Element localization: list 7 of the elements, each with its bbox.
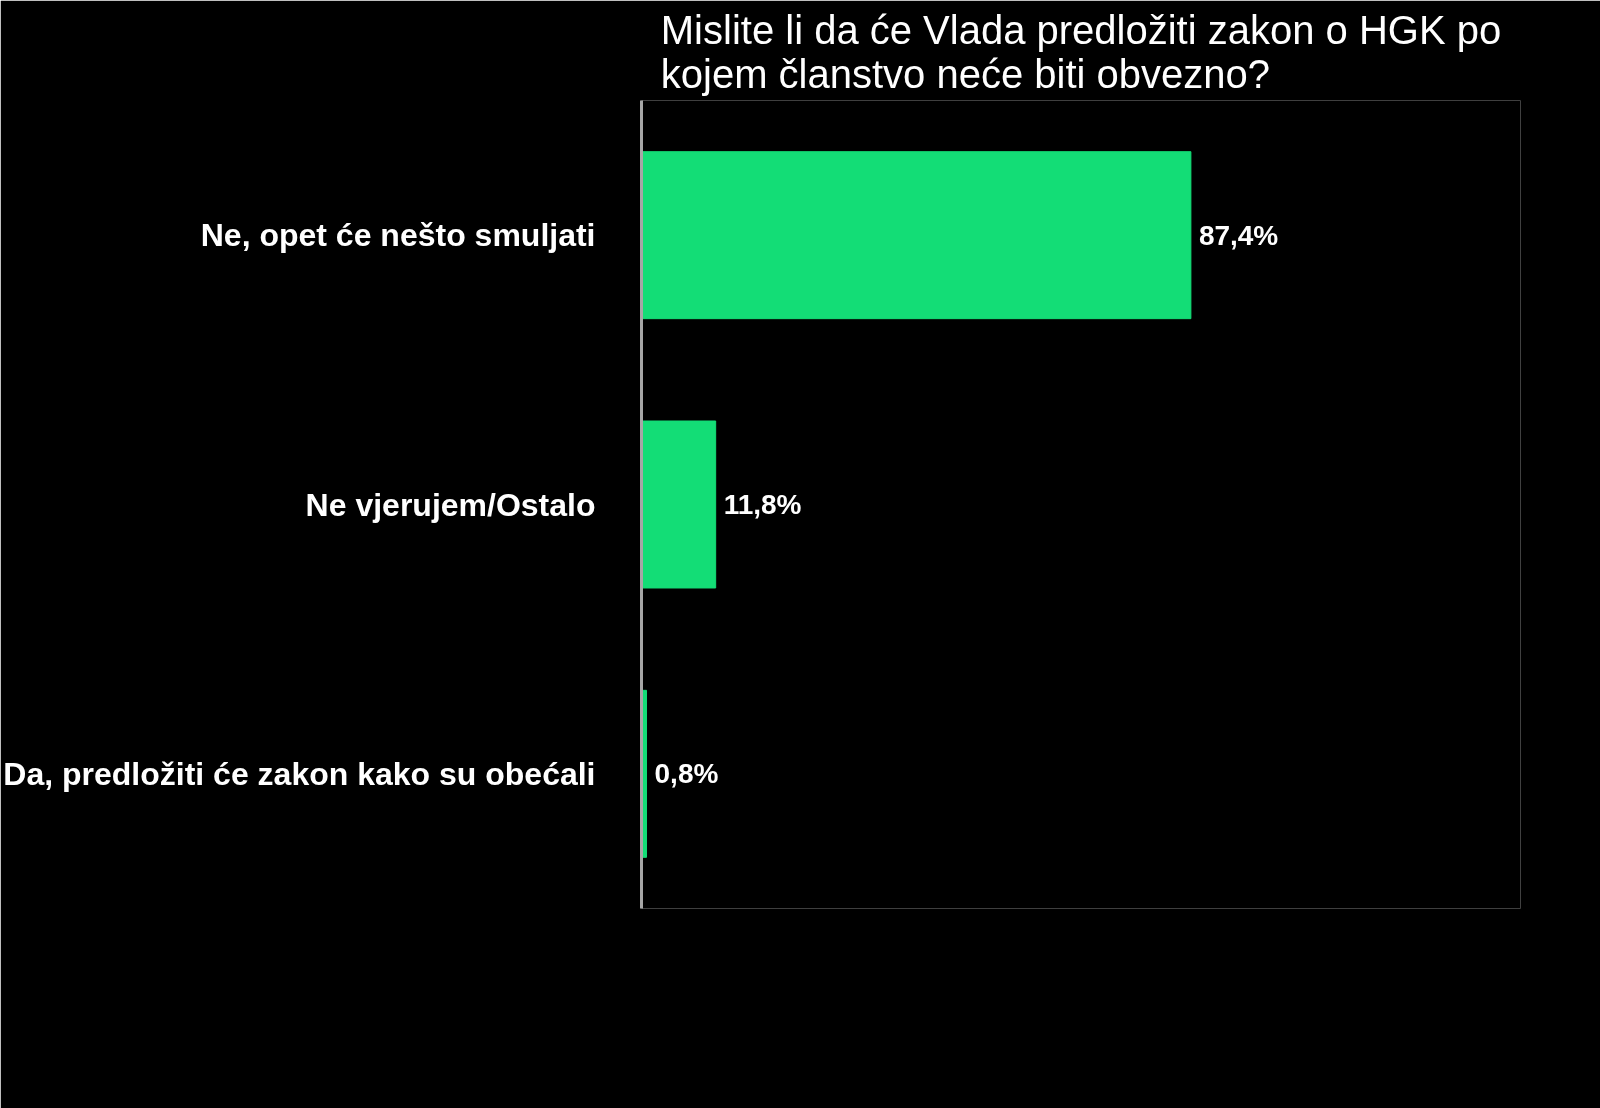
- y-tick-label: Ne vjerujem/Ostalo: [305, 486, 596, 523]
- data-label: 0,8%: [654, 758, 719, 790]
- data-label: 11,8%: [723, 489, 802, 520]
- data-label: 87,4%: [1198, 219, 1279, 251]
- y-tick-label: Ne, opet će nešto smuljati: [200, 217, 596, 254]
- y-tick-label: Da, predložiti će zakon kako su obećali: [3, 755, 596, 792]
- chart-title: Mislite li da će Vlada predložiti zakon o HGK po kojem članstvo neće biti obvezno?: [660, 7, 1502, 96]
